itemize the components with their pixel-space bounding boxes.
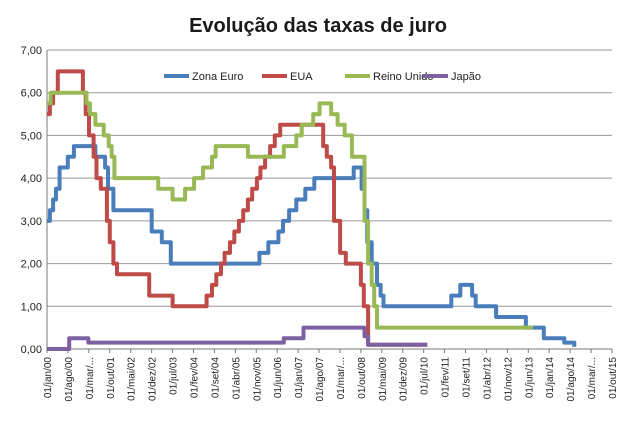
x-tick-label: 01/ago/00 bbox=[64, 357, 75, 402]
series-line-0 bbox=[47, 144, 577, 347]
series-line-2 bbox=[47, 90, 534, 330]
x-tick-label: 01/jun/06 bbox=[273, 357, 284, 399]
legend: Zona Euro EUA Reino Unido Japão bbox=[164, 71, 481, 83]
x-tick-label: 01/jun/13 bbox=[524, 357, 535, 399]
x-tick-label: 01/fev/04 bbox=[189, 357, 200, 399]
legend-label-3: Japão bbox=[451, 71, 481, 83]
y-tick-label: 4,00 bbox=[21, 173, 42, 185]
legend-label-1: EUA bbox=[290, 71, 313, 83]
x-tick-label: 01/mar/... bbox=[336, 357, 347, 399]
x-tick-label: 01/mar/... bbox=[85, 357, 96, 399]
grid-lines bbox=[47, 49, 612, 350]
chart-title: Evolução das taxas de juro bbox=[189, 15, 447, 37]
x-tick-label: 01/set/11 bbox=[462, 357, 473, 398]
y-tick-label: 1,00 bbox=[21, 301, 42, 313]
x-tick-label: 01/out/01 bbox=[106, 357, 117, 399]
x-tick-label: 01/abr/12 bbox=[482, 357, 493, 400]
legend-label-2: Reino Unido bbox=[373, 71, 434, 83]
y-tick-label: 5,00 bbox=[21, 130, 42, 142]
x-tick-label: 01/nov/12 bbox=[503, 357, 514, 401]
x-tick-label: 01/jan/00 bbox=[43, 357, 54, 399]
x-tick-label: 01/abr/05 bbox=[231, 357, 242, 400]
x-tick-label: 01/jul/03 bbox=[169, 357, 180, 395]
x-tick-label: 01/jan/07 bbox=[294, 357, 305, 399]
x-tick-label: 01/nov/05 bbox=[252, 357, 263, 401]
x-tick-label: 01/ago/07 bbox=[315, 357, 326, 402]
x-tick-label: 01/dez/02 bbox=[148, 357, 159, 401]
x-tick-label: 01/dez/09 bbox=[399, 357, 410, 401]
axes: 0,00 1,00 2,00 3,00 4,00 5,00 6,00 7,00 01/jan/0… bbox=[21, 45, 619, 402]
series-lines bbox=[47, 69, 577, 351]
x-tick-label: 01/set/04 bbox=[210, 357, 221, 399]
legend-label-0: Zona Euro bbox=[192, 71, 243, 83]
x-tick-label: 01/mai/09 bbox=[378, 357, 389, 401]
series-line-3 bbox=[47, 325, 428, 351]
x-tick-label: 01/mai/02 bbox=[127, 357, 138, 401]
x-tick-label: 01/jul/10 bbox=[420, 357, 431, 395]
y-tick-label: 6,00 bbox=[21, 88, 42, 100]
y-tick-label: 0,00 bbox=[21, 344, 42, 356]
y-tick-label: 2,00 bbox=[21, 259, 42, 271]
series-line-1 bbox=[47, 69, 428, 347]
x-tick-label: 01/out/15 bbox=[608, 357, 619, 399]
x-tick-label: 01/mar/... bbox=[587, 357, 598, 399]
x-tick-label: 01/jan/14 bbox=[545, 357, 556, 399]
x-tick-label: 01/ago/14 bbox=[566, 357, 577, 402]
x-tick-label: 01/out/08 bbox=[357, 357, 368, 399]
y-tick-label: 7,00 bbox=[21, 45, 42, 57]
y-tick-label: 3,00 bbox=[21, 216, 42, 228]
x-tick-label: 01/fev/11 bbox=[441, 357, 452, 398]
